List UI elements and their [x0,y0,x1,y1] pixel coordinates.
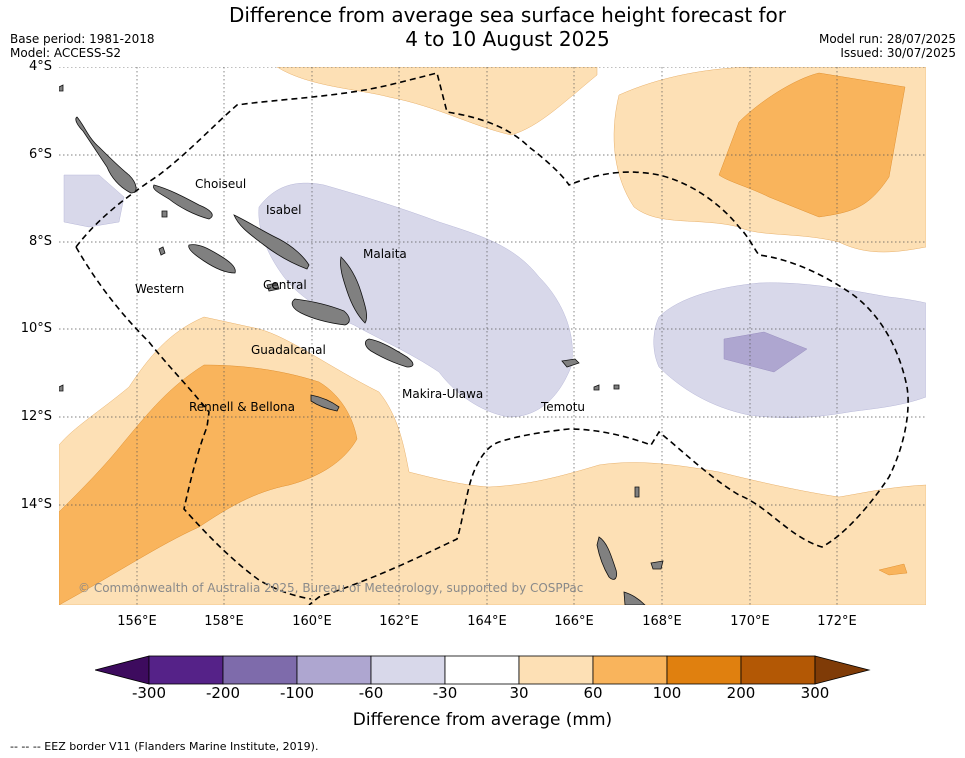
island-vanuatu-1 [596,536,617,580]
lon-label-168e: 168°E [642,614,682,629]
island-santa-cruz [561,358,580,368]
colorbar-title: Difference from average (mm) [352,710,613,730]
colorbar-tick-30: 30 [509,684,529,702]
island-small-2 [266,282,280,292]
lon-label-162e: 162°E [379,614,419,629]
lon-label-158e: 158°E [204,614,244,629]
lon-label-166e: 166°E [554,614,594,629]
colorbar-segment [370,655,446,685]
colorbar-tick-neg30: -30 [432,684,458,702]
colorbar-segment [740,655,816,685]
island-vanuatu-2 [623,591,646,605]
island-small-6 [59,84,64,92]
lat-label-12s: 12°S [20,409,52,424]
island-vanuatu-3 [650,560,664,570]
colorbar-segment [592,655,668,685]
label-makira-ulawa: Makira-Ulawa [402,387,484,401]
island-malaita [340,256,368,324]
colorbar-segment [518,655,594,685]
label-western: Western [135,282,185,296]
colorbar-segment [444,655,520,685]
colorbar-segment [148,655,224,685]
lon-label-156e: 156°E [117,614,157,629]
lon-label-160e: 160°E [292,614,332,629]
colorbar-tick-neg300: -300 [131,684,167,702]
island-choiseul [152,184,213,220]
label-isabel: Isabel [266,203,302,217]
island-makira [365,338,414,368]
lon-label-172e: 172°E [817,614,857,629]
lat-label-4s: 4°S [28,59,52,74]
island-small-3 [158,246,166,256]
island-bougainville [75,116,137,194]
colorbar-tick-200: 200 [726,684,756,702]
colorbar [93,654,871,686]
issued-date: Issued: 30/07/2025 [840,46,956,60]
colorbar-tick-100: 100 [652,684,682,702]
label-temotu: Temotu [541,400,586,414]
colorbar-segment [666,655,742,685]
colorbar-segment [296,655,372,685]
title-line-2: 4 to 10 August 2025 [405,27,610,51]
lat-label-14s: 14°S [20,497,52,512]
eez-border [75,72,909,605]
island-isabel [233,214,310,270]
chart-title: Difference from average sea surface heig… [160,3,855,51]
colorbar-tick-neg60: -60 [358,684,384,702]
island-small-7 [59,384,64,392]
label-choiseul: Choiseul [195,177,247,191]
copyright-notice: © Commonwealth of Australia 2025, Bureau… [78,581,584,595]
meta-right: Model run: 28/07/2025 Issued: 30/07/2025 [819,32,956,60]
title-line-1: Difference from average sea surface heig… [228,3,787,27]
meta-left: Base period: 1981-2018 Model: ACCESS-S2 [10,32,155,60]
island-vanuatu-4 [634,486,640,498]
lat-label-10s: 10°S [20,321,52,336]
island-guadalcanal [291,298,350,326]
model-name: Model: ACCESS-S2 [10,46,122,60]
base-period: Base period: 1981-2018 [10,32,155,46]
eez-footnote: -- -- -- EEZ border V11 (Flanders Marine… [10,740,319,753]
lat-label-8s: 8°S [28,234,52,249]
map-canvas [59,67,926,605]
contour-60-100 [59,72,908,605]
map-panel: Choiseul Isabel Malaita Western Central … [59,67,926,605]
lon-label-170e: 170°E [730,614,770,629]
graticule [59,67,926,605]
islands [59,84,664,605]
lon-label-164e: 164°E [467,614,507,629]
label-malaita: Malaita [363,247,407,261]
colorbar-tick-neg200: -200 [205,684,241,702]
model-run: Model run: 28/07/2025 [818,32,956,46]
colorbar-tick-neg100: -100 [279,684,315,702]
island-small-5 [593,384,600,391]
colorbar-tick-300: 300 [800,684,830,702]
colorbar-segment [222,655,298,685]
label-rennell-bellona: Rennell & Bellona [189,400,296,414]
label-guadalcanal: Guadalcanal [251,343,326,357]
colorbar-extend-high [814,655,871,685]
island-new-georgia [188,244,236,274]
island-small-1 [161,210,168,218]
contour-neg100-neg60 [723,331,808,373]
colorbar-svg [93,655,871,685]
colorbar-extend-low [93,655,150,685]
colorbar-tick-60: 60 [583,684,603,702]
island-rennell [310,394,340,412]
lat-label-6s: 6°S [28,147,52,162]
island-small-4 [613,384,620,390]
label-central: Central [263,278,307,292]
